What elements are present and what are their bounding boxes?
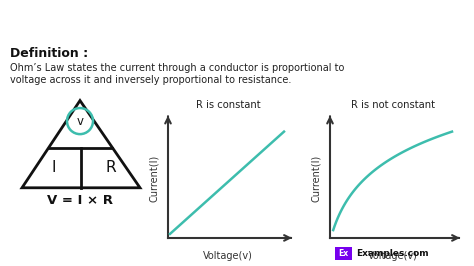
Text: I: I: [51, 160, 56, 175]
Text: Ohm’s Law states the current through a conductor is proportional to: Ohm’s Law states the current through a c…: [10, 63, 345, 73]
Text: Current(I): Current(I): [149, 155, 159, 202]
Text: Voltage(v): Voltage(v): [368, 251, 418, 261]
Text: Examples.com: Examples.com: [356, 249, 428, 258]
Text: R is constant: R is constant: [196, 99, 260, 110]
Text: Current(I): Current(I): [311, 155, 321, 202]
Text: Ex: Ex: [338, 249, 348, 258]
Text: Ohms Law: Ohms Law: [181, 10, 293, 29]
Text: voltage across it and inversely proportional to resistance.: voltage across it and inversely proporti…: [10, 76, 292, 85]
Text: Voltage(v): Voltage(v): [203, 251, 253, 261]
Text: Definition :: Definition :: [10, 47, 88, 60]
Text: R: R: [105, 160, 116, 175]
Text: v: v: [76, 115, 83, 128]
Text: V = I × R: V = I × R: [47, 194, 113, 207]
Text: R is not constant: R is not constant: [351, 99, 435, 110]
FancyBboxPatch shape: [335, 247, 352, 260]
